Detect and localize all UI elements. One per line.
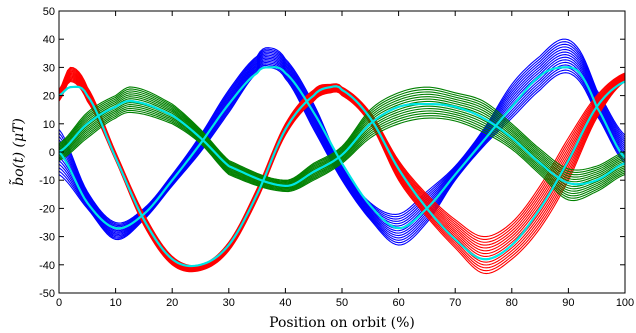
x-axis-label: Position on orbit (%) (269, 315, 415, 331)
x-tick-label: 100 (616, 297, 634, 309)
plot-area (59, 38, 625, 275)
series-line-green (59, 103, 625, 192)
y-tick-label: 30 (43, 62, 55, 74)
y-tick-label: -40 (39, 260, 55, 272)
mean-line-cyan-3 (59, 66, 625, 230)
y-axis-label: b̃o(t) (μT) (8, 118, 27, 186)
x-tick-label: 20 (166, 297, 178, 309)
y-tick-label: 20 (43, 91, 55, 103)
x-tick-label: 80 (506, 297, 518, 309)
series-line-blue (59, 38, 625, 224)
y-tick-label: -20 (39, 203, 55, 215)
y-tick-label: 50 (43, 6, 55, 18)
series-line-green (59, 96, 625, 186)
axis-ticks: 0 10 20 30 40 50 60 70 80 90 100 -50 -40 -30 -20 -10 0 10… (39, 6, 634, 309)
y-tick-label: -50 (39, 288, 55, 300)
series-line-green (59, 105, 625, 195)
y-tick-label: -10 (39, 175, 55, 187)
x-tick-label: 90 (562, 297, 574, 309)
series-line-green (59, 107, 625, 197)
x-tick-label: 40 (279, 297, 291, 309)
mean-line-cyan-4 (59, 80, 625, 268)
series-line-blue (59, 54, 625, 232)
mean-line-cyan-5 (59, 99, 625, 187)
x-tick-label: 0 (56, 297, 62, 309)
series-line-green (59, 88, 625, 182)
y-tick-label: 0 (49, 147, 55, 159)
x-tick-label: 50 (336, 297, 348, 309)
series-line-green (59, 86, 625, 181)
x-tick-label: 70 (449, 297, 461, 309)
x-tick-label: 10 (109, 297, 121, 309)
x-tick-label: 60 (392, 297, 404, 309)
x-tick-label: 30 (223, 297, 235, 309)
y-tick-label: -30 (39, 232, 55, 244)
y-tick-label: 40 (43, 34, 55, 46)
y-tick-label: 10 (43, 119, 55, 131)
series-line-green (59, 94, 625, 185)
series-line-green (59, 92, 625, 184)
series-line-green (59, 90, 625, 183)
series-line-red (59, 66, 625, 267)
